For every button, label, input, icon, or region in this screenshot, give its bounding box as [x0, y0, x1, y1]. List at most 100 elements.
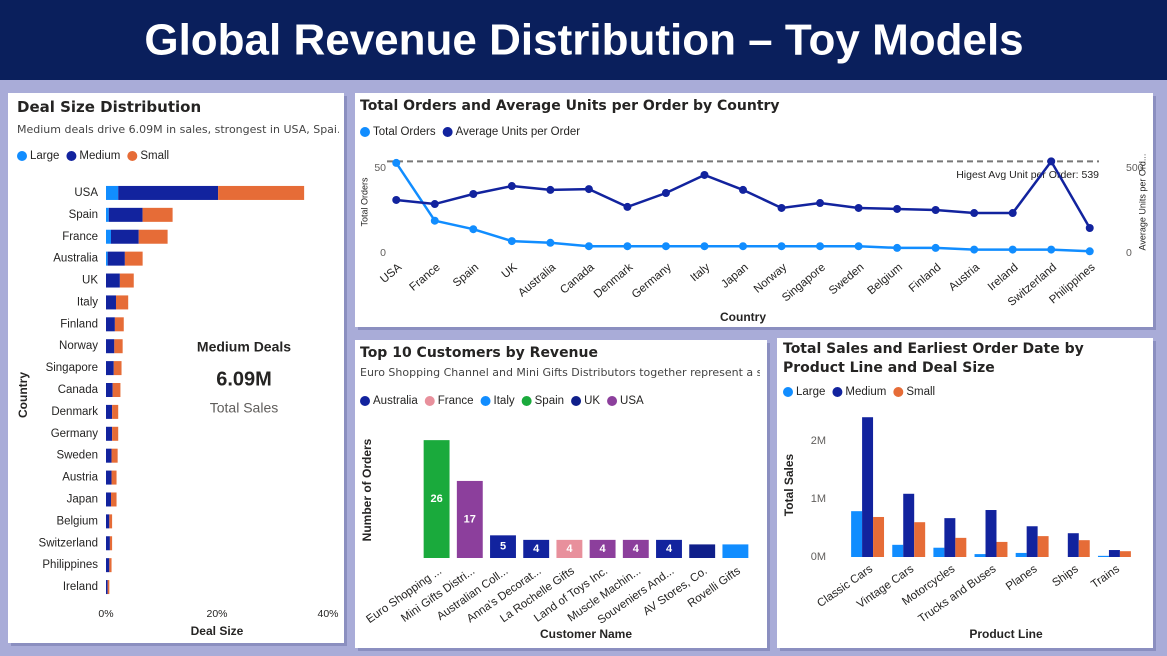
bar: [106, 558, 110, 573]
y2-tick-label: 500: [1126, 162, 1144, 174]
bar: [106, 317, 115, 332]
bar: [118, 185, 219, 200]
line-point: [661, 188, 670, 197]
bar: [106, 295, 116, 310]
y-tick-label: Italy: [77, 296, 98, 308]
y-tick-label: Ireland: [63, 581, 98, 593]
line-point: [469, 225, 478, 234]
bar: [107, 251, 125, 266]
y-tick-label: UK: [82, 275, 98, 287]
bar: [108, 207, 143, 222]
line-point: [893, 204, 902, 213]
bar: [112, 404, 119, 419]
bar: [1078, 540, 1090, 557]
chart-title: Top 10 Customers by Revenue: [360, 345, 598, 361]
line-point: [700, 170, 709, 179]
line-point: [970, 245, 979, 254]
legend-swatch: [571, 396, 582, 406]
bar: [689, 544, 716, 558]
line-point: [469, 190, 478, 199]
panel: [355, 93, 1153, 327]
y-tick-label: Canada: [58, 384, 99, 396]
y-tick-label: Sweden: [56, 450, 98, 462]
line-point: [1085, 247, 1094, 256]
y2-tick-label: 0: [1126, 247, 1132, 259]
line-point: [584, 185, 593, 194]
line-point: [1085, 224, 1094, 233]
line-point: [546, 185, 555, 194]
bar: [490, 535, 516, 558]
legend-swatch: [127, 151, 138, 161]
line-point: [623, 242, 632, 251]
line-point: [893, 243, 902, 252]
chart-title: Total Sales and Earliest Order Date by P…: [783, 341, 1084, 376]
bar: [523, 539, 550, 558]
bar: [851, 511, 863, 557]
bar: [115, 295, 129, 310]
bar: [556, 539, 583, 558]
bar: [1015, 552, 1027, 557]
bar: [113, 361, 122, 376]
panel: [8, 93, 344, 643]
y-tick-label: 1M: [811, 493, 826, 505]
bar: [106, 404, 113, 419]
legend-label: UK: [584, 395, 600, 407]
y-axis-title: Total Sales: [782, 453, 796, 516]
y-tick-label: Austria: [62, 472, 98, 484]
legend-label: USA: [620, 395, 644, 407]
bar: [106, 492, 111, 507]
line-point: [392, 158, 401, 167]
y-tick-label: Philippines: [42, 559, 98, 571]
bar: [138, 229, 168, 244]
x-axis-title: Deal Size: [191, 624, 244, 638]
bar: [106, 536, 110, 551]
legend-label: Australia: [373, 395, 418, 407]
chart-subtitle: Medium deals drive 6.09M in sales, stron…: [17, 123, 339, 136]
bar: [1067, 533, 1079, 557]
line-point: [700, 242, 709, 251]
bar: [944, 518, 956, 557]
bar: [1108, 550, 1120, 557]
y-tick-label: Australia: [53, 253, 98, 265]
bar: [456, 480, 483, 558]
bar: [622, 539, 649, 558]
line-point: [1008, 245, 1017, 254]
line-point: [546, 238, 555, 247]
data-label: 4: [600, 543, 607, 555]
y-axis-title: Total Orders: [359, 177, 369, 227]
bar: [112, 383, 121, 397]
bar: [111, 470, 117, 485]
legend-swatch: [360, 396, 370, 406]
bar: [985, 510, 997, 557]
bar: [218, 185, 305, 200]
bar: [589, 539, 616, 558]
legend-label: Spain: [535, 395, 564, 407]
chart-title: Total Orders and Average Units per Order…: [360, 98, 780, 114]
data-label: 4: [566, 543, 573, 555]
line-point: [777, 203, 786, 212]
bar: [1037, 536, 1049, 557]
y-tick-label: Denmark: [51, 406, 98, 418]
x-tick-label: 20%: [206, 608, 227, 620]
line-point: [507, 182, 516, 191]
legend-label: Italy: [494, 395, 515, 407]
x-axis-title: Customer Name: [540, 627, 632, 641]
card-title: Medium Deals: [197, 339, 291, 355]
reference-label: Higest Avg Unit per Order: 539: [956, 169, 1099, 181]
bar: [1097, 555, 1109, 557]
data-label: 5: [500, 541, 506, 553]
bar: [106, 470, 112, 485]
x-axis-title: Country: [720, 310, 766, 324]
legend-label: Medium: [845, 386, 886, 398]
bar: [955, 537, 967, 557]
legend-label: France: [438, 395, 474, 407]
legend-swatch: [360, 127, 370, 137]
bar: [106, 448, 112, 463]
bar: [106, 514, 110, 529]
line-point: [931, 243, 940, 252]
legend-swatch: [480, 396, 491, 406]
bar: [933, 547, 945, 557]
header-band: [0, 0, 1167, 80]
